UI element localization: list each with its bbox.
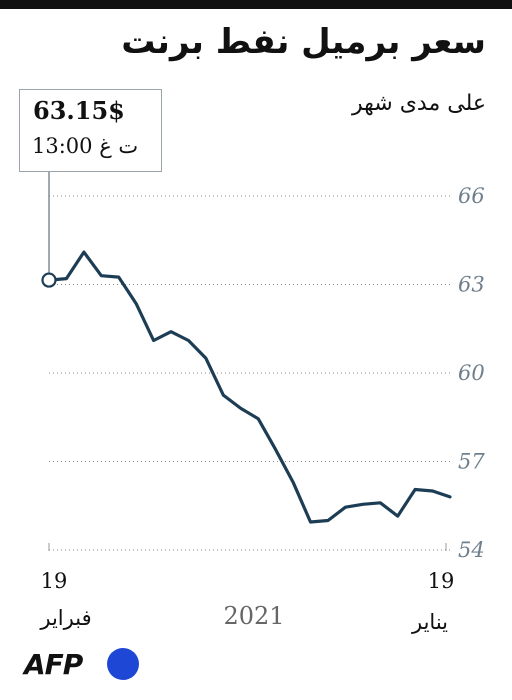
y-tick-66: 66 — [458, 184, 485, 208]
series-line — [47, 250, 452, 524]
start-marker — [41, 272, 57, 288]
callout-time: 13:00 ت غ — [32, 134, 139, 158]
x-label-end-month: يناير — [411, 610, 448, 634]
x-label-start-month: فبراير — [39, 606, 91, 630]
x-label-year: 2021 — [223, 602, 284, 630]
afp-logo: AFP — [24, 646, 144, 690]
top-bar — [0, 0, 512, 9]
x-label-start-day: 19 — [41, 569, 68, 593]
chart-title: سعر برميل نفط برنت — [121, 22, 486, 62]
afp-logo-dot — [107, 648, 139, 680]
callout-price: 63.15$ — [33, 96, 125, 125]
price-callout: 63.15$ 13:00 ت غ — [19, 89, 162, 172]
y-tick-60: 60 — [458, 361, 485, 385]
afp-logo-text: AFP — [24, 648, 83, 681]
x-label-end-day: 19 — [428, 569, 455, 593]
y-tick-54: 54 — [458, 538, 485, 562]
chart-subtitle: على مدى شهر — [352, 91, 486, 116]
y-tick-63: 63 — [458, 273, 485, 297]
y-tick-57: 57 — [458, 450, 485, 474]
